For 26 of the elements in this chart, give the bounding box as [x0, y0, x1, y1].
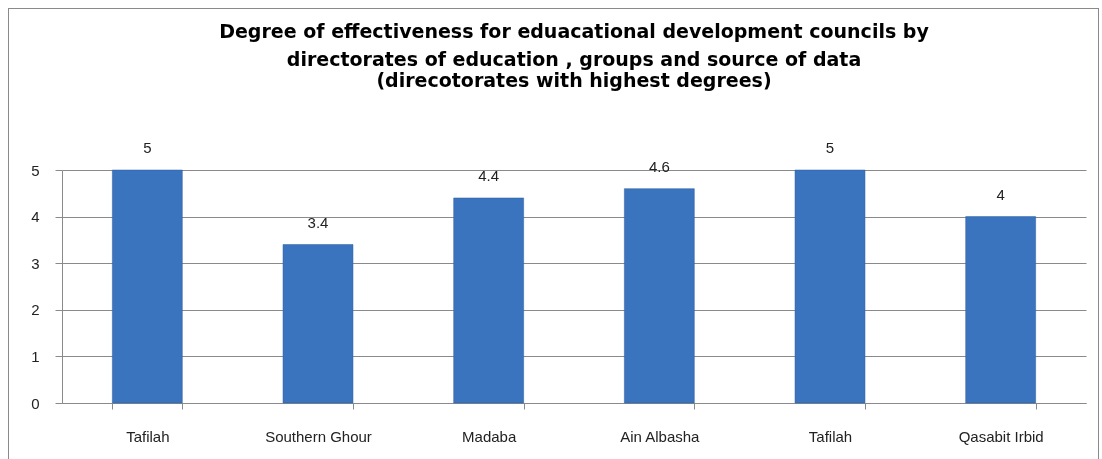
- x-tick-label: Madaba: [462, 427, 517, 445]
- bar: [453, 197, 524, 404]
- x-tick-label: Southern Ghour: [265, 427, 372, 445]
- x-tick-label: Tafilah: [126, 427, 170, 445]
- data-label: 5: [825, 139, 835, 156]
- data-label: 4.4: [478, 166, 500, 184]
- bar: [794, 169, 866, 404]
- y-tick-label: 5: [31, 161, 40, 179]
- data-label: 4.6: [648, 157, 670, 175]
- data-label: 4: [996, 185, 1005, 203]
- y-tick-label: 0: [31, 394, 40, 412]
- x-tick-label: Ain Albasha: [620, 427, 701, 445]
- bar: [282, 244, 354, 404]
- chart-subtitle: (direcotorates with highest degrees): [376, 69, 772, 91]
- y-tick-label: 2: [31, 301, 40, 319]
- bar: [624, 188, 695, 404]
- chart-title: Degree of effectiveness for eduacational development councils by directorates of education , groups and source of data: [219, 20, 930, 70]
- x-tick-label: Tafilah: [808, 427, 853, 445]
- data-label: 3.4: [307, 213, 329, 231]
- data-label: 5: [143, 139, 152, 156]
- y-tick-label: 3: [31, 254, 40, 272]
- y-tick-label: 1: [31, 347, 40, 365]
- bar: [965, 216, 1036, 404]
- x-tick-label: Qasabit Irbid: [958, 427, 1044, 445]
- y-tick-label: 4: [31, 208, 40, 226]
- bar: [112, 169, 183, 404]
